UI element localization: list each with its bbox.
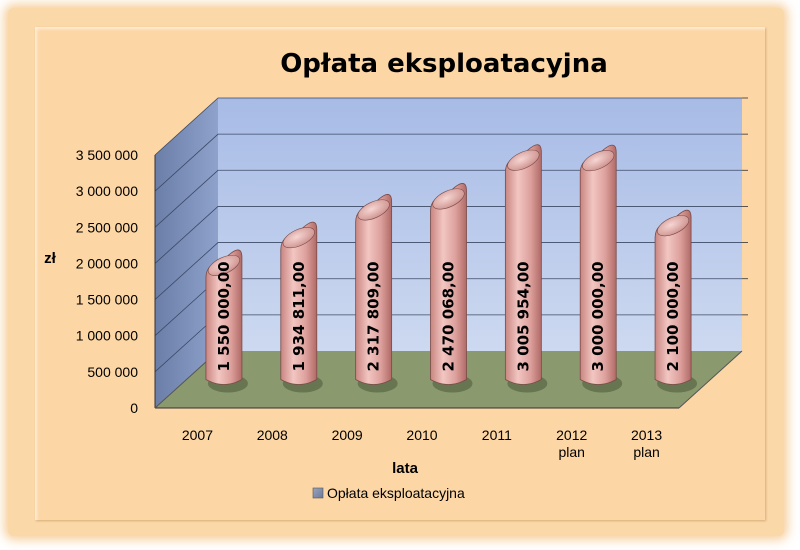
y-tick-label: 1 000 000: [76, 328, 138, 344]
bar-cap: [432, 188, 465, 210]
bar-cap: [207, 254, 241, 276]
x-category-label: 2009: [332, 427, 363, 443]
y-tick-label: 2 000 000: [76, 255, 138, 271]
bar-value-label: 1 550 000,00: [215, 261, 233, 371]
bar-value-label: 2 100 000,00: [664, 261, 682, 371]
bar-cap: [507, 149, 540, 171]
legend-label: Opłata eksploatacyjna: [327, 485, 465, 501]
bar-value-label: 3 005 954,00: [514, 261, 532, 371]
y-tick-label: 3 000 000: [76, 183, 138, 199]
y-tick-label: 0: [130, 400, 138, 416]
bar-cap: [357, 199, 390, 221]
x-category-label: 2008: [257, 427, 288, 443]
bar: 1 550 000,00: [205, 249, 248, 393]
x-category-label: plan: [633, 444, 659, 460]
gridline: [154, 97, 742, 156]
x-category-label: 2013: [631, 427, 662, 443]
x-category-label: 2010: [406, 427, 437, 443]
y-tick-label: 2 500 000: [76, 219, 138, 235]
bar: 2 317 809,00: [355, 194, 398, 393]
bars: 1 550 000,00 1 934 811,00 2 317 809,00 2 47…: [205, 144, 698, 393]
legend-swatch-icon: [312, 487, 324, 499]
gridline: [154, 206, 742, 264]
gridline: [154, 133, 742, 192]
y-tick-labels: 0 500 000 1 000 000 1 500 000 2 000 000 2 500…: [76, 147, 139, 416]
x-axis-label: lata: [392, 460, 419, 477]
bar-cap: [656, 215, 690, 237]
bar-value-label: 2 470 068,00: [440, 261, 458, 371]
bar-value-label: 3 000 000,00: [589, 261, 607, 371]
x-category-label: plan: [558, 444, 584, 460]
legend: Opłata eksploatacyjna: [312, 485, 465, 501]
gridline: [154, 242, 742, 300]
bar: 2 470 068,00: [430, 183, 473, 393]
x-category-label: 2011: [482, 427, 512, 443]
y-axis-label: zł: [44, 250, 57, 267]
bar-cap: [282, 227, 315, 249]
chart-title: Opłata eksploatacyjna: [280, 49, 608, 79]
gridline: [154, 169, 742, 228]
floor-edge-line: [678, 350, 743, 409]
bar-value-label: 2 317 809,00: [365, 261, 383, 371]
y-tick-label: 500 000: [87, 364, 138, 380]
bar: 3 000 000,00: [579, 144, 623, 393]
y-tick-label: 1 500 000: [76, 292, 138, 308]
x-category-label: 2012: [556, 427, 587, 443]
bar: 3 005 954,00: [504, 144, 548, 393]
side-wall: [155, 98, 218, 408]
x-category-label: 2007: [182, 427, 213, 443]
bar: 2 100 000,00: [654, 209, 698, 393]
bar-value-label: 1 934 811,00: [290, 261, 308, 371]
bar-cap: [582, 150, 615, 172]
bar: 1 934 811,00: [280, 221, 323, 393]
y-tick-label: 3 500 000: [76, 147, 138, 163]
